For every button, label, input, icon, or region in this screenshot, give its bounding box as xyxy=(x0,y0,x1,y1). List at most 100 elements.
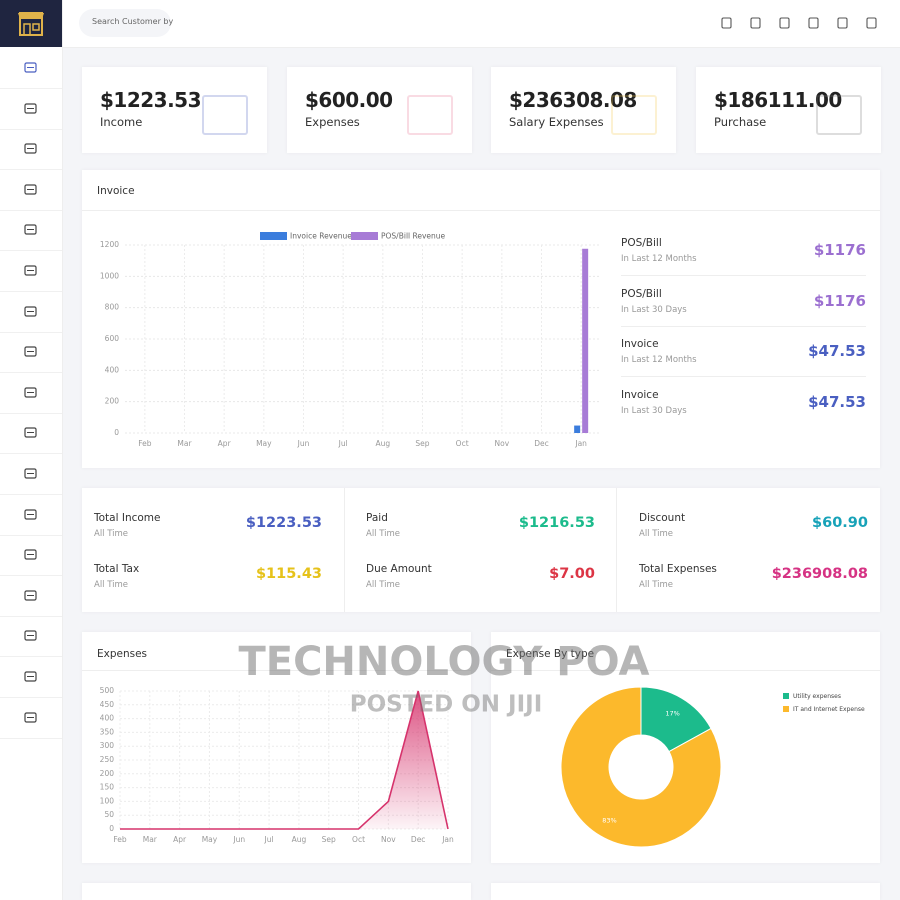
stat-period: In Last 30 Days xyxy=(621,304,687,315)
expense-type-panel: Expense By type xyxy=(491,632,880,863)
menu-item[interactable] xyxy=(0,292,62,332)
menu-divider xyxy=(0,88,62,89)
menu-item[interactable] xyxy=(0,48,62,88)
logo-icon xyxy=(18,12,44,36)
stat-amount: $47.53 xyxy=(808,393,866,412)
stat-label: Expenses xyxy=(305,115,360,129)
summary-period: All Time xyxy=(94,579,129,590)
menu-item[interactable] xyxy=(0,373,62,413)
panel-title: Expenses xyxy=(97,648,148,660)
stat-title: POS/Bill xyxy=(621,287,662,300)
summary-amount: $7.00 xyxy=(549,565,595,582)
search-box[interactable]: Search Customer by xyxy=(79,9,173,37)
panel-header: Expense By type xyxy=(491,632,880,671)
menu-icon xyxy=(24,549,37,560)
panel-title: Invoice xyxy=(97,185,135,197)
menu-icon xyxy=(24,711,37,723)
stat-label: Salary Expenses xyxy=(509,115,604,129)
menu-icon xyxy=(24,62,37,73)
toolbar-icon[interactable] xyxy=(778,16,792,30)
menu-item[interactable] xyxy=(0,251,62,291)
menu-icon xyxy=(24,468,37,479)
stat-period: In Last 12 Months xyxy=(621,254,697,264)
menu-item[interactable] xyxy=(0,332,62,372)
toolbar-icon[interactable] xyxy=(720,16,734,30)
menu-item[interactable] xyxy=(0,170,62,210)
divider xyxy=(616,488,617,612)
stat-title: POS/Bill xyxy=(621,237,662,249)
toolbar-glyph xyxy=(721,17,732,29)
stat-icon xyxy=(611,95,657,135)
menu-divider xyxy=(0,737,62,739)
menu-icon xyxy=(24,224,37,235)
stat-icon xyxy=(816,95,862,135)
menu-item[interactable] xyxy=(0,210,62,250)
sidebar xyxy=(0,0,63,900)
summary-title: Discount xyxy=(639,512,686,524)
menu-icon xyxy=(24,671,37,682)
menu-item[interactable] xyxy=(0,495,62,535)
summary-amount: $60.90 xyxy=(812,515,868,531)
panel-header: Expenses xyxy=(82,632,471,671)
menu-item[interactable] xyxy=(0,698,62,738)
menu-item[interactable] xyxy=(0,413,62,453)
invoice-panel: Invoice xyxy=(82,170,880,468)
bottom-panel xyxy=(82,883,471,900)
stat-card: $186111.00 Purchase xyxy=(696,67,881,153)
stat-amount: $1176 xyxy=(813,291,866,310)
menu-item[interactable] xyxy=(0,129,62,169)
stat-value: $600.00 xyxy=(305,88,393,112)
stat-card: $236308.08 Salary Expenses xyxy=(491,67,676,153)
menu-divider xyxy=(0,697,62,698)
summary-period: All Time xyxy=(94,529,129,539)
stat-label: Income xyxy=(100,115,143,129)
stat-amount: $1176 xyxy=(813,241,866,259)
summary-amount: $1216.53 xyxy=(518,515,595,531)
menu-icon xyxy=(24,630,37,641)
logo[interactable] xyxy=(0,0,62,47)
menu-divider xyxy=(0,656,62,658)
menu-icon xyxy=(24,387,37,398)
panel-title: Expense By type xyxy=(506,648,595,660)
summary-period: All Time xyxy=(639,529,674,539)
summary-amount: $115.43 xyxy=(255,565,322,582)
menu-divider xyxy=(0,615,62,617)
menu-icon xyxy=(24,184,37,195)
menu-icon xyxy=(24,346,37,357)
menu-icon xyxy=(24,305,37,317)
menu-item[interactable] xyxy=(0,657,62,697)
toolbar-glyph xyxy=(750,17,761,29)
summary-title: Total Expenses xyxy=(639,562,717,575)
stat-value: $1223.53 xyxy=(100,88,202,112)
stat-value: $236308.08 xyxy=(509,88,637,112)
summary-panel xyxy=(82,488,880,612)
stat-title: Invoice xyxy=(621,338,659,351)
menu-icon xyxy=(24,265,37,276)
toolbar-icon[interactable] xyxy=(807,16,821,30)
stat-card: $1223.53 Income xyxy=(82,67,267,153)
menu-divider xyxy=(0,575,62,577)
toolbar-icon[interactable] xyxy=(836,16,850,30)
menu-item[interactable] xyxy=(0,89,62,129)
menu-item[interactable] xyxy=(0,454,62,494)
summary-period: All Time xyxy=(366,579,401,590)
menu-item[interactable] xyxy=(0,576,62,616)
menu-divider xyxy=(0,453,62,455)
expenses-panel: Expenses xyxy=(82,632,471,863)
summary-amount: $1223.53 xyxy=(245,515,322,531)
menu-item[interactable] xyxy=(0,616,62,656)
summary-title: Paid xyxy=(366,512,388,524)
toolbar-icon[interactable] xyxy=(749,16,763,30)
panel-header: Invoice xyxy=(82,170,880,211)
stat-card: $600.00 Expenses xyxy=(287,67,472,153)
menu-divider xyxy=(0,250,62,252)
toolbar-icon[interactable] xyxy=(865,16,879,30)
menu-item[interactable] xyxy=(0,535,62,575)
menu-divider xyxy=(0,209,62,211)
summary-period: All Time xyxy=(639,579,674,590)
divider xyxy=(344,488,345,612)
menu-icon xyxy=(24,590,37,601)
summary-title: Total Tax xyxy=(94,562,140,575)
menu-icon xyxy=(24,102,37,114)
